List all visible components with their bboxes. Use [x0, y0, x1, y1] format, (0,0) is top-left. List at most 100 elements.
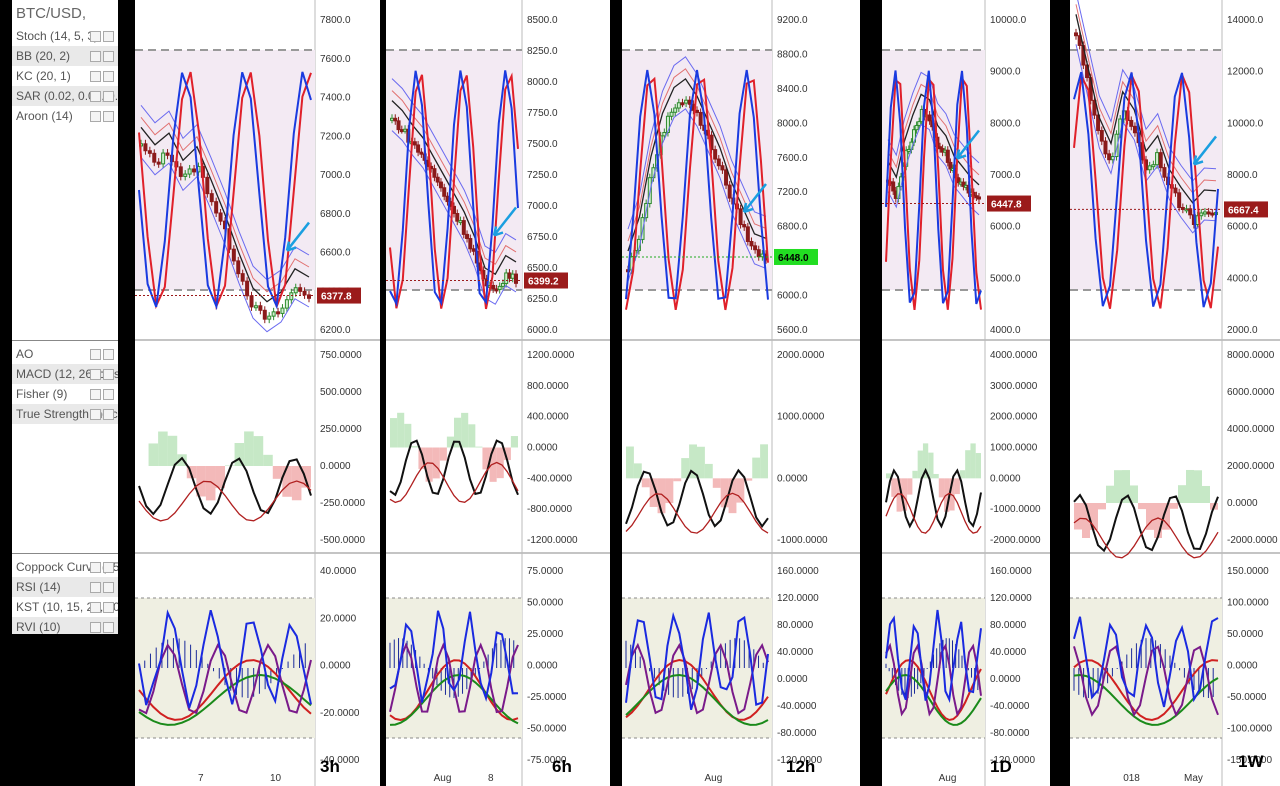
- indicator-item[interactable]: SAR (0.02, 0.02, 0.2): [12, 86, 118, 106]
- indicator-controls[interactable]: [90, 602, 116, 622]
- candle-body: [673, 107, 678, 113]
- indicator-controls[interactable]: [90, 409, 116, 429]
- price-tick-label: 7200.0: [777, 187, 808, 198]
- timeframe-label: 1D: [990, 757, 1012, 776]
- visibility-icon[interactable]: [90, 602, 101, 613]
- chart-panel-1W[interactable]: 14000.0 12000.0 10000.0 8000.0 6000.0 4000.0 2…: [1070, 0, 1280, 786]
- signal-line: [625, 492, 769, 534]
- settings-icon[interactable]: [103, 91, 114, 102]
- visibility-icon[interactable]: [90, 51, 101, 62]
- ao-bar: [697, 446, 705, 479]
- timeframe-label: 12h: [786, 757, 816, 776]
- indicator-item[interactable]: Fisher (9): [12, 384, 118, 404]
- candle-body: [245, 280, 250, 297]
- indicator-item[interactable]: Coppock Curve (15: [12, 557, 118, 577]
- candle-body: [393, 117, 398, 122]
- chart-panel-1D[interactable]: 10000.0 9000.0 8000.0 7000.0 6000.0 5000.0 400…: [882, 0, 1050, 786]
- indicator-controls[interactable]: [90, 582, 116, 602]
- price-tick-label: 4000.0: [1227, 273, 1258, 284]
- osc1-tick-label: -1200.0000: [527, 535, 578, 546]
- settings-icon[interactable]: [103, 111, 114, 122]
- last-price-badge: 6448.0: [774, 248, 818, 265]
- stoch-d-line: [1073, 71, 1219, 309]
- indicator-item[interactable]: KST (10, 15, 20, 30: [12, 597, 118, 617]
- indicator-controls[interactable]: [90, 111, 116, 131]
- chart-panel-6h[interactable]: 8500.0 8250.0 8000.0 7750.0 7500.0 7250.0 7000…: [386, 0, 610, 786]
- visibility-icon[interactable]: [90, 31, 101, 42]
- indicator-controls[interactable]: [90, 71, 116, 91]
- osc1-tick-label: 750.0000: [320, 350, 362, 361]
- indicator-controls[interactable]: [90, 91, 116, 111]
- indicator-item[interactable]: RSI (14): [12, 577, 118, 597]
- settings-icon[interactable]: [103, 71, 114, 82]
- settings-icon[interactable]: [103, 582, 114, 593]
- chart-panel-3h[interactable]: 7800.0 7600.0 7400.0 7200.0 7000.0 6800.0 6600…: [135, 0, 380, 786]
- ao-bar: [970, 443, 976, 479]
- settings-icon[interactable]: [103, 51, 114, 62]
- settings-icon[interactable]: [103, 349, 114, 360]
- indicator-item[interactable]: Aroon (14): [12, 106, 118, 126]
- settings-icon[interactable]: [103, 622, 114, 633]
- price-tick-label: 12000.0: [1227, 67, 1264, 78]
- visibility-icon[interactable]: [90, 389, 101, 400]
- rvi-line: [1073, 644, 1219, 717]
- visibility-icon[interactable]: [90, 582, 101, 593]
- indicator-item[interactable]: MACD (12, 26, close): [12, 364, 118, 384]
- visibility-icon[interactable]: [90, 409, 101, 420]
- settings-icon[interactable]: [103, 562, 114, 573]
- price-tick-label: 7750.0: [527, 108, 558, 119]
- visibility-icon[interactable]: [90, 111, 101, 122]
- annotation-arrowhead: [955, 149, 967, 160]
- visibility-icon[interactable]: [90, 91, 101, 102]
- osc2-tick-label: -80.0000: [990, 728, 1030, 739]
- indicator-controls[interactable]: [90, 622, 116, 634]
- osc2-tick-label: -75.0000: [527, 755, 567, 766]
- candle-body: [662, 131, 667, 137]
- candle-body: [455, 213, 460, 222]
- ao-bar: [1202, 485, 1210, 503]
- ao-bar: [454, 417, 462, 448]
- indicator-item[interactable]: KC (20, 1): [12, 66, 118, 86]
- indicator-controls[interactable]: [90, 349, 116, 369]
- indicator-controls[interactable]: [90, 369, 116, 389]
- indicator-item[interactable]: Stoch (14, 5, 3): [12, 26, 118, 46]
- ao-bar: [704, 463, 713, 479]
- settings-icon[interactable]: [103, 602, 114, 613]
- settings-icon[interactable]: [103, 409, 114, 420]
- visibility-icon[interactable]: [90, 349, 101, 360]
- indicator-controls[interactable]: [90, 51, 116, 71]
- indicator-item[interactable]: BB (20, 2): [12, 46, 118, 66]
- candle-body: [720, 165, 725, 171]
- signal-line: [389, 461, 519, 504]
- osc1-tick-label: -400.0000: [527, 473, 572, 484]
- symbol-title[interactable]: BTC/USD,: [16, 5, 87, 22]
- settings-icon[interactable]: [103, 31, 114, 42]
- settings-icon[interactable]: [103, 369, 114, 380]
- indicator-item[interactable]: True Strength Indicator: [12, 404, 118, 424]
- indicator-controls[interactable]: [90, 31, 116, 51]
- ao-bar: [482, 447, 490, 470]
- candle-body: [399, 129, 404, 133]
- visibility-icon[interactable]: [90, 369, 101, 380]
- visibility-icon[interactable]: [90, 71, 101, 82]
- candle-body: [416, 144, 421, 153]
- price-tick-label: 5000.0: [990, 273, 1021, 284]
- ao-bar: [1138, 503, 1146, 510]
- visibility-icon[interactable]: [90, 562, 101, 573]
- candle-body: [914, 124, 919, 131]
- chart-panel-12h[interactable]: 9200.0 8800.0 8400.0 8000.0 7600.0 7200.0 6800…: [622, 0, 860, 786]
- ao-bar: [917, 450, 923, 479]
- price-tick-label: 7600.0: [777, 153, 808, 164]
- indicator-controls[interactable]: [90, 562, 116, 582]
- ao-bar: [1146, 503, 1154, 530]
- visibility-icon[interactable]: [90, 622, 101, 633]
- indicator-controls[interactable]: [90, 389, 116, 409]
- settings-icon[interactable]: [103, 389, 114, 400]
- price-tick-label: 7000.0: [527, 201, 558, 212]
- osc2-tick-label: 80.0000: [777, 620, 814, 631]
- price-tick-label: 10000.0: [1227, 118, 1264, 129]
- chart-svg: 9200.0 8800.0 8400.0 8000.0 7600.0 7200.0 6800…: [622, 0, 860, 786]
- indicator-item[interactable]: AO: [12, 344, 118, 364]
- indicator-item[interactable]: RVI (10): [12, 617, 118, 634]
- candle-body: [458, 220, 463, 224]
